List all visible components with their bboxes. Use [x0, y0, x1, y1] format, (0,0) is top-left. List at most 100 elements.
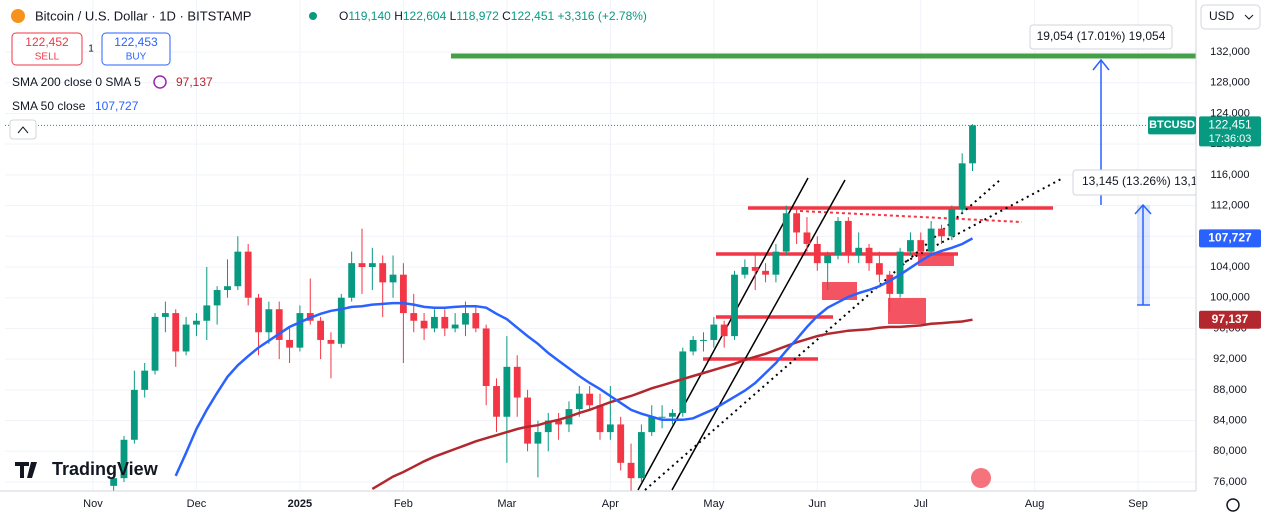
- candle-body: [234, 251, 242, 287]
- branding: TradingView: [52, 459, 159, 479]
- candle-body: [462, 313, 469, 325]
- indicator-value: 97,137: [176, 75, 213, 89]
- candle-body: [689, 339, 697, 352]
- candle-body: [120, 439, 128, 479]
- candle-body: [586, 393, 594, 406]
- y-tick-label: 128,000: [1210, 77, 1250, 89]
- settings-icon[interactable]: [1226, 498, 1240, 512]
- candle-body: [203, 305, 211, 321]
- candle-body: [182, 324, 190, 352]
- sell-label: SELL: [35, 52, 60, 63]
- x-tick-label: 2025: [288, 498, 312, 510]
- zone-box[interactable]: [822, 282, 857, 300]
- symbol-title[interactable]: Bitcoin / U.S. Dollar · 1D · BITSTAMP: [35, 8, 251, 23]
- candle-body: [130, 389, 138, 440]
- y-tick-label: 100,000: [1210, 292, 1250, 304]
- price-tag: [1199, 229, 1261, 248]
- collapse-button[interactable]: [9, 119, 37, 140]
- candle-body: [472, 313, 480, 329]
- y-tick-label: 92,000: [1213, 353, 1247, 365]
- candle-body: [358, 263, 366, 268]
- currency-button[interactable]: [1200, 4, 1261, 30]
- candle-body: [948, 209, 956, 237]
- candle-body: [513, 366, 521, 398]
- candle-body: [255, 297, 262, 333]
- dropdown-icon: [1244, 14, 1254, 20]
- indicator-value: 107,727: [95, 99, 139, 113]
- candle-body: [731, 274, 738, 337]
- y-tick-label: 88,000: [1213, 384, 1247, 396]
- price-tag-label: 97,137: [1212, 312, 1249, 326]
- btc-icon: [11, 9, 25, 23]
- candle-body: [555, 420, 563, 425]
- sell-price: 122,452: [25, 35, 69, 49]
- indicator-icon: [153, 75, 167, 89]
- y-tick-label: 84,000: [1213, 414, 1247, 426]
- indicator-label[interactable]: SMA 50 close: [12, 99, 86, 113]
- candle-body: [544, 420, 552, 433]
- candle-body: [141, 370, 149, 390]
- candle-body: [917, 240, 925, 252]
- x-tick-label: Nov: [83, 498, 103, 510]
- time-axis: [0, 491, 1196, 519]
- candle-body: [441, 316, 449, 329]
- candle-body: [927, 228, 935, 252]
- dotted-trend-line[interactable]: [799, 210, 1023, 223]
- sell-button[interactable]: [11, 32, 83, 66]
- ohlc-value: 122,451: [511, 9, 555, 23]
- candle-body: [420, 320, 428, 329]
- zone-box[interactable]: [888, 298, 926, 324]
- x-tick-label: Apr: [602, 498, 619, 510]
- candle-body: [575, 393, 583, 410]
- price-axis: [1196, 0, 1267, 519]
- candle-body: [762, 270, 769, 275]
- channel-line[interactable]: [671, 179, 846, 491]
- price-tag-label: 122,451: [1208, 117, 1252, 131]
- candle-body: [824, 255, 832, 264]
- candle-body: [907, 240, 914, 252]
- candle-body: [110, 478, 118, 486]
- candle-body: [265, 309, 273, 333]
- logo-mark: [15, 462, 37, 478]
- candle-body: [410, 313, 418, 321]
- y-tick-label: 76,000: [1213, 476, 1247, 488]
- candle-body: [793, 213, 801, 233]
- candle-body: [865, 247, 873, 264]
- candle-body: [172, 313, 180, 352]
- candle-body: [669, 412, 676, 417]
- candle-body: [275, 309, 283, 340]
- candle-body: [317, 320, 325, 340]
- indicator-label[interactable]: SMA 200 close 0 SMA 5: [12, 75, 141, 89]
- ohlc-value: 122,604: [403, 9, 447, 23]
- y-tick-label: 116,000: [1211, 169, 1250, 181]
- measure-box: [1029, 24, 1173, 50]
- candle-body: [720, 324, 728, 337]
- currency: USD: [1209, 9, 1235, 23]
- x-tick-label: Jun: [808, 498, 826, 510]
- candle-body: [503, 366, 511, 417]
- buy-button[interactable]: [101, 32, 171, 66]
- candle-body: [886, 274, 894, 294]
- event-icon[interactable]: [971, 468, 991, 488]
- candle-body: [969, 125, 976, 164]
- candle-body: [637, 432, 645, 479]
- ohlc-key: C: [502, 9, 511, 23]
- candle-body: [379, 263, 387, 283]
- x-tick-label: Dec: [187, 498, 207, 510]
- price-tag: [1199, 116, 1261, 147]
- collapse-icon: [17, 126, 29, 134]
- x-tick-label: Jul: [914, 498, 928, 510]
- quantity: 1: [88, 44, 94, 55]
- candle-body: [679, 351, 687, 413]
- candle-body: [958, 163, 966, 210]
- candle-body: [224, 286, 231, 291]
- candle-body: [482, 328, 490, 387]
- axes: 76,00080,00084,00088,00092,00096,000100,…: [83, 46, 1261, 510]
- candle-body: [596, 405, 604, 433]
- countdown: 17:36:03: [1209, 133, 1252, 145]
- arrow-head: [1092, 58, 1110, 71]
- candle-body: [834, 220, 842, 256]
- candle-body: [751, 267, 759, 271]
- candle-body: [855, 247, 863, 256]
- candle-body: [337, 297, 345, 344]
